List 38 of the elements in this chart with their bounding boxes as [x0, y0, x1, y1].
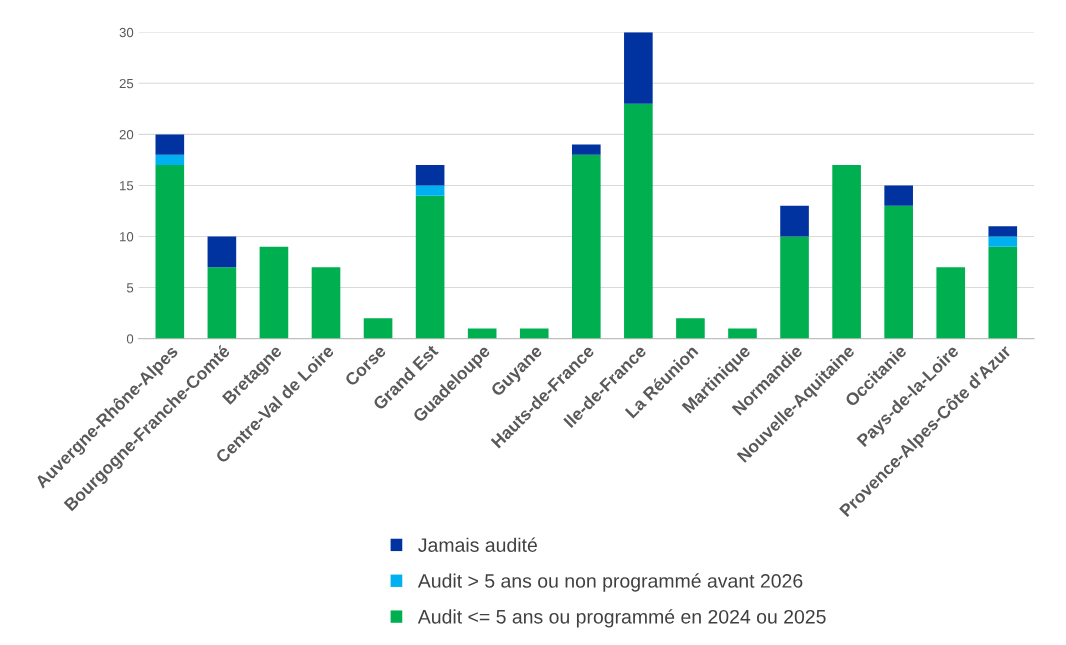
bar: [207, 267, 237, 339]
legend-label: Jamais audité: [418, 537, 537, 552]
bar: [884, 205, 913, 339]
y-tick-label: 5: [126, 283, 134, 293]
legend-label: Audit > 5 ans ou non programmé avant 2026: [417, 573, 803, 592]
y-tick-label: 20: [119, 129, 134, 140]
bar: [363, 318, 393, 339]
y-tick-label: 0: [126, 334, 134, 344]
bar: [155, 165, 185, 339]
bar: [728, 328, 757, 339]
bar: [571, 154, 601, 339]
bar: [415, 185, 445, 196]
legend-label: Audit <= 5 ans ou programmé en 2024 ou 2025: [417, 609, 826, 628]
y-tick-label: 10: [120, 232, 134, 242]
bar: [415, 195, 445, 339]
y-tick-label: 15: [120, 181, 134, 191]
bar: [988, 236, 1018, 247]
bar: [571, 144, 601, 155]
bar: [415, 165, 445, 186]
bar: [884, 185, 913, 206]
bar: [780, 205, 809, 237]
y-tick-label: 25: [119, 78, 134, 89]
y-tick-label: 30: [119, 27, 134, 38]
bar: [311, 267, 341, 339]
bar: [155, 134, 185, 155]
bar: [988, 246, 1018, 339]
bar: [467, 328, 497, 339]
bar: [519, 328, 549, 339]
bar: [676, 318, 705, 339]
bar: [780, 236, 809, 339]
bar: [259, 246, 289, 339]
bar: [624, 32, 653, 104]
bar: [207, 236, 237, 268]
bar: [988, 226, 1018, 237]
bar: [624, 103, 653, 339]
bar: [936, 267, 966, 339]
bar: [155, 154, 185, 166]
bar: [832, 165, 861, 339]
